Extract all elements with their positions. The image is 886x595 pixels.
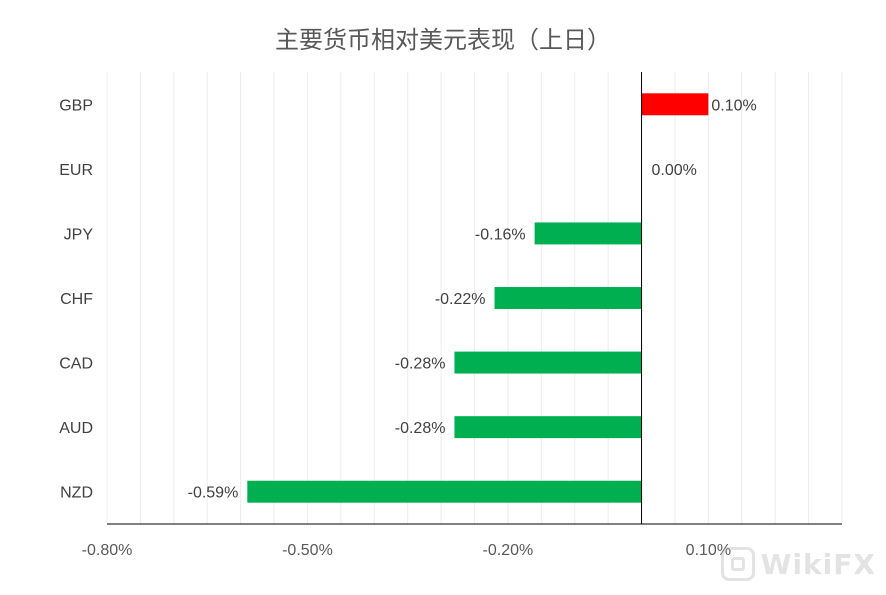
data-label-eur: 0.00% xyxy=(652,162,697,179)
category-label-nzd: NZD xyxy=(60,485,93,502)
category-label-gbp: GBP xyxy=(59,97,93,114)
bar-gbp xyxy=(641,93,709,116)
category-label-aud: AUD xyxy=(59,420,93,437)
x-tick-label: -0.80% xyxy=(82,542,133,559)
chart-title: 主要货币相对美元表现（上日） xyxy=(275,26,611,54)
bars xyxy=(247,93,709,503)
category-label-chf: CHF xyxy=(60,291,93,308)
data-label-gbp: 0.10% xyxy=(711,97,756,114)
data-label-jpy: -0.16% xyxy=(475,226,526,243)
wikifx-logo-icon xyxy=(720,547,755,581)
bar-nzd xyxy=(247,480,642,503)
x-tick-label: 0.10% xyxy=(686,542,731,559)
watermark-text: WikiFX xyxy=(760,547,876,581)
data-label-aud: -0.28% xyxy=(395,420,446,437)
data-label-cad: -0.28% xyxy=(395,356,446,373)
bar-chf xyxy=(494,287,642,309)
data-label-nzd: -0.59% xyxy=(188,485,239,502)
x-tick-label: -0.20% xyxy=(483,542,534,559)
bar-jpy xyxy=(534,222,642,245)
axes xyxy=(107,72,842,525)
category-label-cad: CAD xyxy=(59,356,93,373)
labels: GBP 0.10% EUR 0.00% JPY -0.16% CHF -0.22% CAD -0.… xyxy=(59,97,757,559)
bar-aud xyxy=(454,416,642,439)
category-label-jpy: JPY xyxy=(64,226,94,243)
data-label-chf: -0.22% xyxy=(435,291,486,308)
category-label-eur: EUR xyxy=(59,162,93,179)
watermark-logo: WikiFX xyxy=(720,547,876,581)
x-tick-label: -0.50% xyxy=(282,542,333,559)
bar-cad xyxy=(454,351,642,374)
